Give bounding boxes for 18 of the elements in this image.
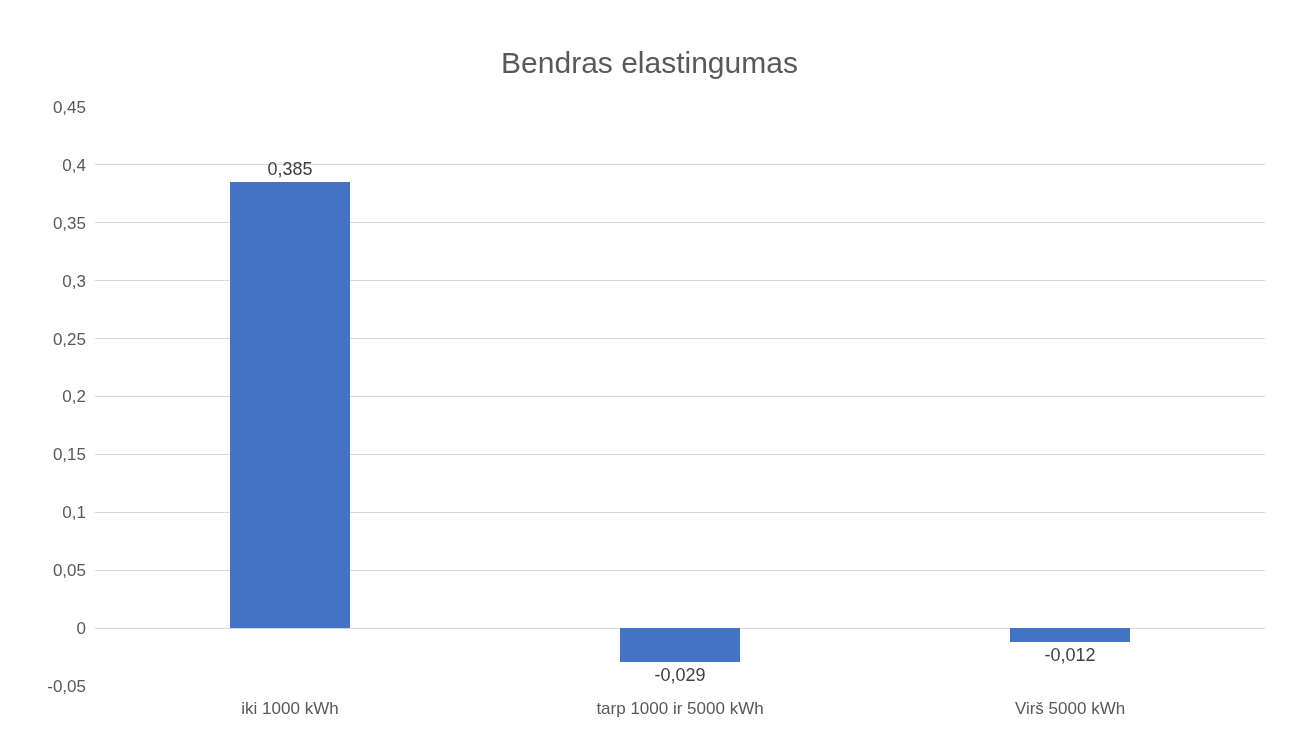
data-label: -0,012 — [1044, 645, 1096, 665]
y-tick-label: -0,05 — [47, 676, 86, 696]
x-tick-label: Virš 5000 kWh — [1014, 699, 1126, 718]
x-tick-label: tarp 1000 ir 5000 kWh — [596, 699, 764, 718]
x-tick-label: iki 1000 kWh — [241, 699, 339, 718]
y-tick-label: 0,25 — [52, 329, 86, 349]
data-label: -0,029 — [654, 665, 706, 685]
y-tick-label: 0,1 — [62, 503, 86, 523]
data-label: 0,385 — [267, 159, 313, 179]
y-tick-label: 0,4 — [62, 155, 86, 175]
y-tick-label: 0,35 — [52, 213, 86, 233]
chart-title: Bendras elastingumas — [501, 46, 798, 80]
y-tick-label: 0 — [76, 619, 86, 639]
y-tick-label: 0,45 — [52, 97, 86, 117]
y-tick-label: 0,15 — [52, 445, 86, 465]
y-tick-label: 0,05 — [52, 561, 86, 581]
y-tick-label: 0,3 — [62, 271, 86, 291]
y-tick-label: 0,2 — [62, 387, 86, 407]
